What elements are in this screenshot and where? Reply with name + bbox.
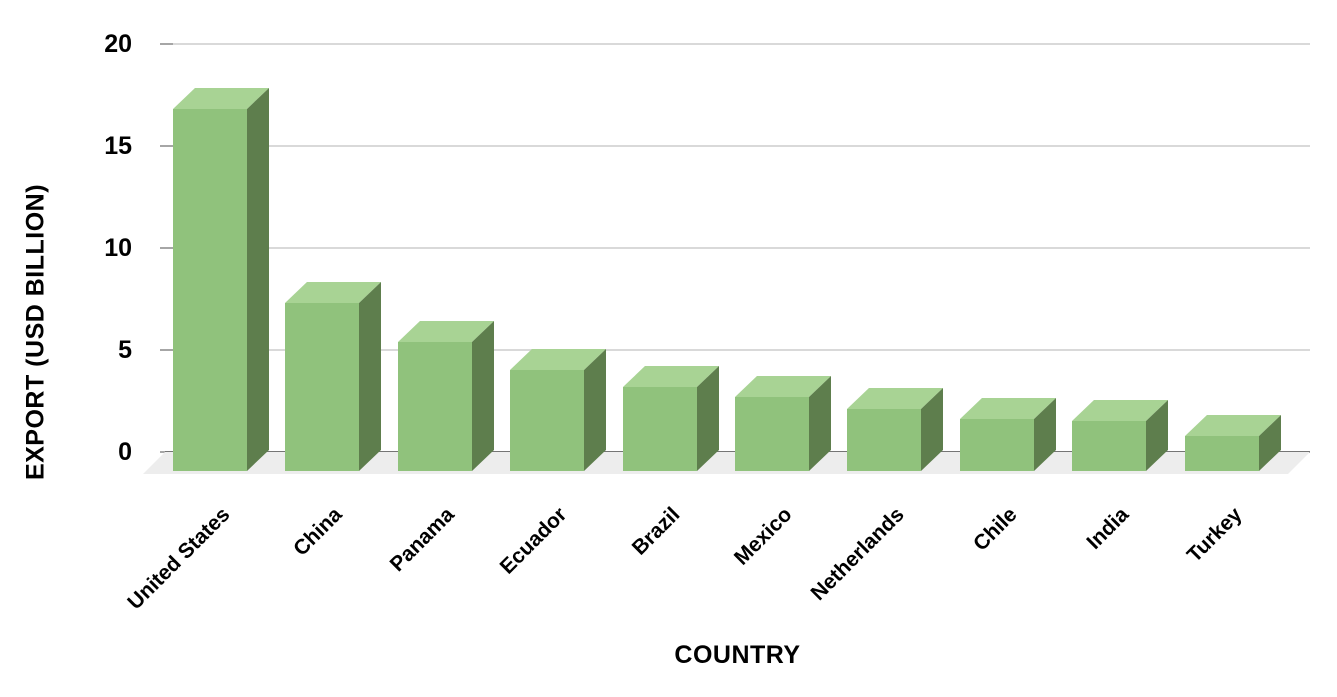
y-tick-label: 20 bbox=[104, 30, 132, 58]
bar-side-face bbox=[584, 348, 606, 471]
bar bbox=[960, 419, 1034, 471]
bar bbox=[735, 397, 809, 471]
x-category-label: Turkey bbox=[1182, 503, 1247, 567]
bar bbox=[285, 303, 359, 471]
x-category-label: Brazil bbox=[627, 503, 685, 560]
bar bbox=[173, 109, 247, 471]
y-tick-label: 10 bbox=[104, 234, 132, 262]
x-category-label: Netherlands bbox=[806, 503, 909, 606]
y-tick-mark bbox=[160, 145, 173, 147]
bar bbox=[847, 409, 921, 471]
bar-side-face bbox=[472, 320, 494, 471]
y-tick-mark bbox=[160, 247, 173, 249]
bar bbox=[623, 387, 697, 471]
bar-side-face bbox=[247, 87, 269, 471]
x-category-label: United States bbox=[123, 503, 235, 615]
y-tick-label: 0 bbox=[118, 438, 132, 466]
y-gridline bbox=[165, 349, 1310, 351]
x-category-label: China bbox=[288, 503, 347, 561]
x-category-label: Panama bbox=[386, 503, 460, 577]
x-category-label: Ecuador bbox=[495, 503, 572, 579]
y-tick-label: 5 bbox=[118, 336, 132, 364]
y-gridline bbox=[165, 247, 1310, 249]
bar bbox=[1185, 436, 1259, 471]
y-gridline bbox=[165, 43, 1310, 45]
bar bbox=[510, 370, 584, 471]
x-axis-title: COUNTRY bbox=[674, 641, 801, 669]
y-gridline bbox=[165, 145, 1310, 147]
bar bbox=[398, 342, 472, 471]
y-tick-mark bbox=[160, 43, 173, 45]
y-tick-mark bbox=[160, 349, 173, 351]
bar bbox=[1072, 421, 1146, 471]
x-category-label: Mexico bbox=[729, 503, 797, 570]
y-tick-label: 15 bbox=[104, 132, 132, 160]
x-category-label: Chile bbox=[968, 503, 1022, 556]
bar-side-face bbox=[359, 281, 381, 471]
x-category-label: India bbox=[1082, 503, 1134, 554]
